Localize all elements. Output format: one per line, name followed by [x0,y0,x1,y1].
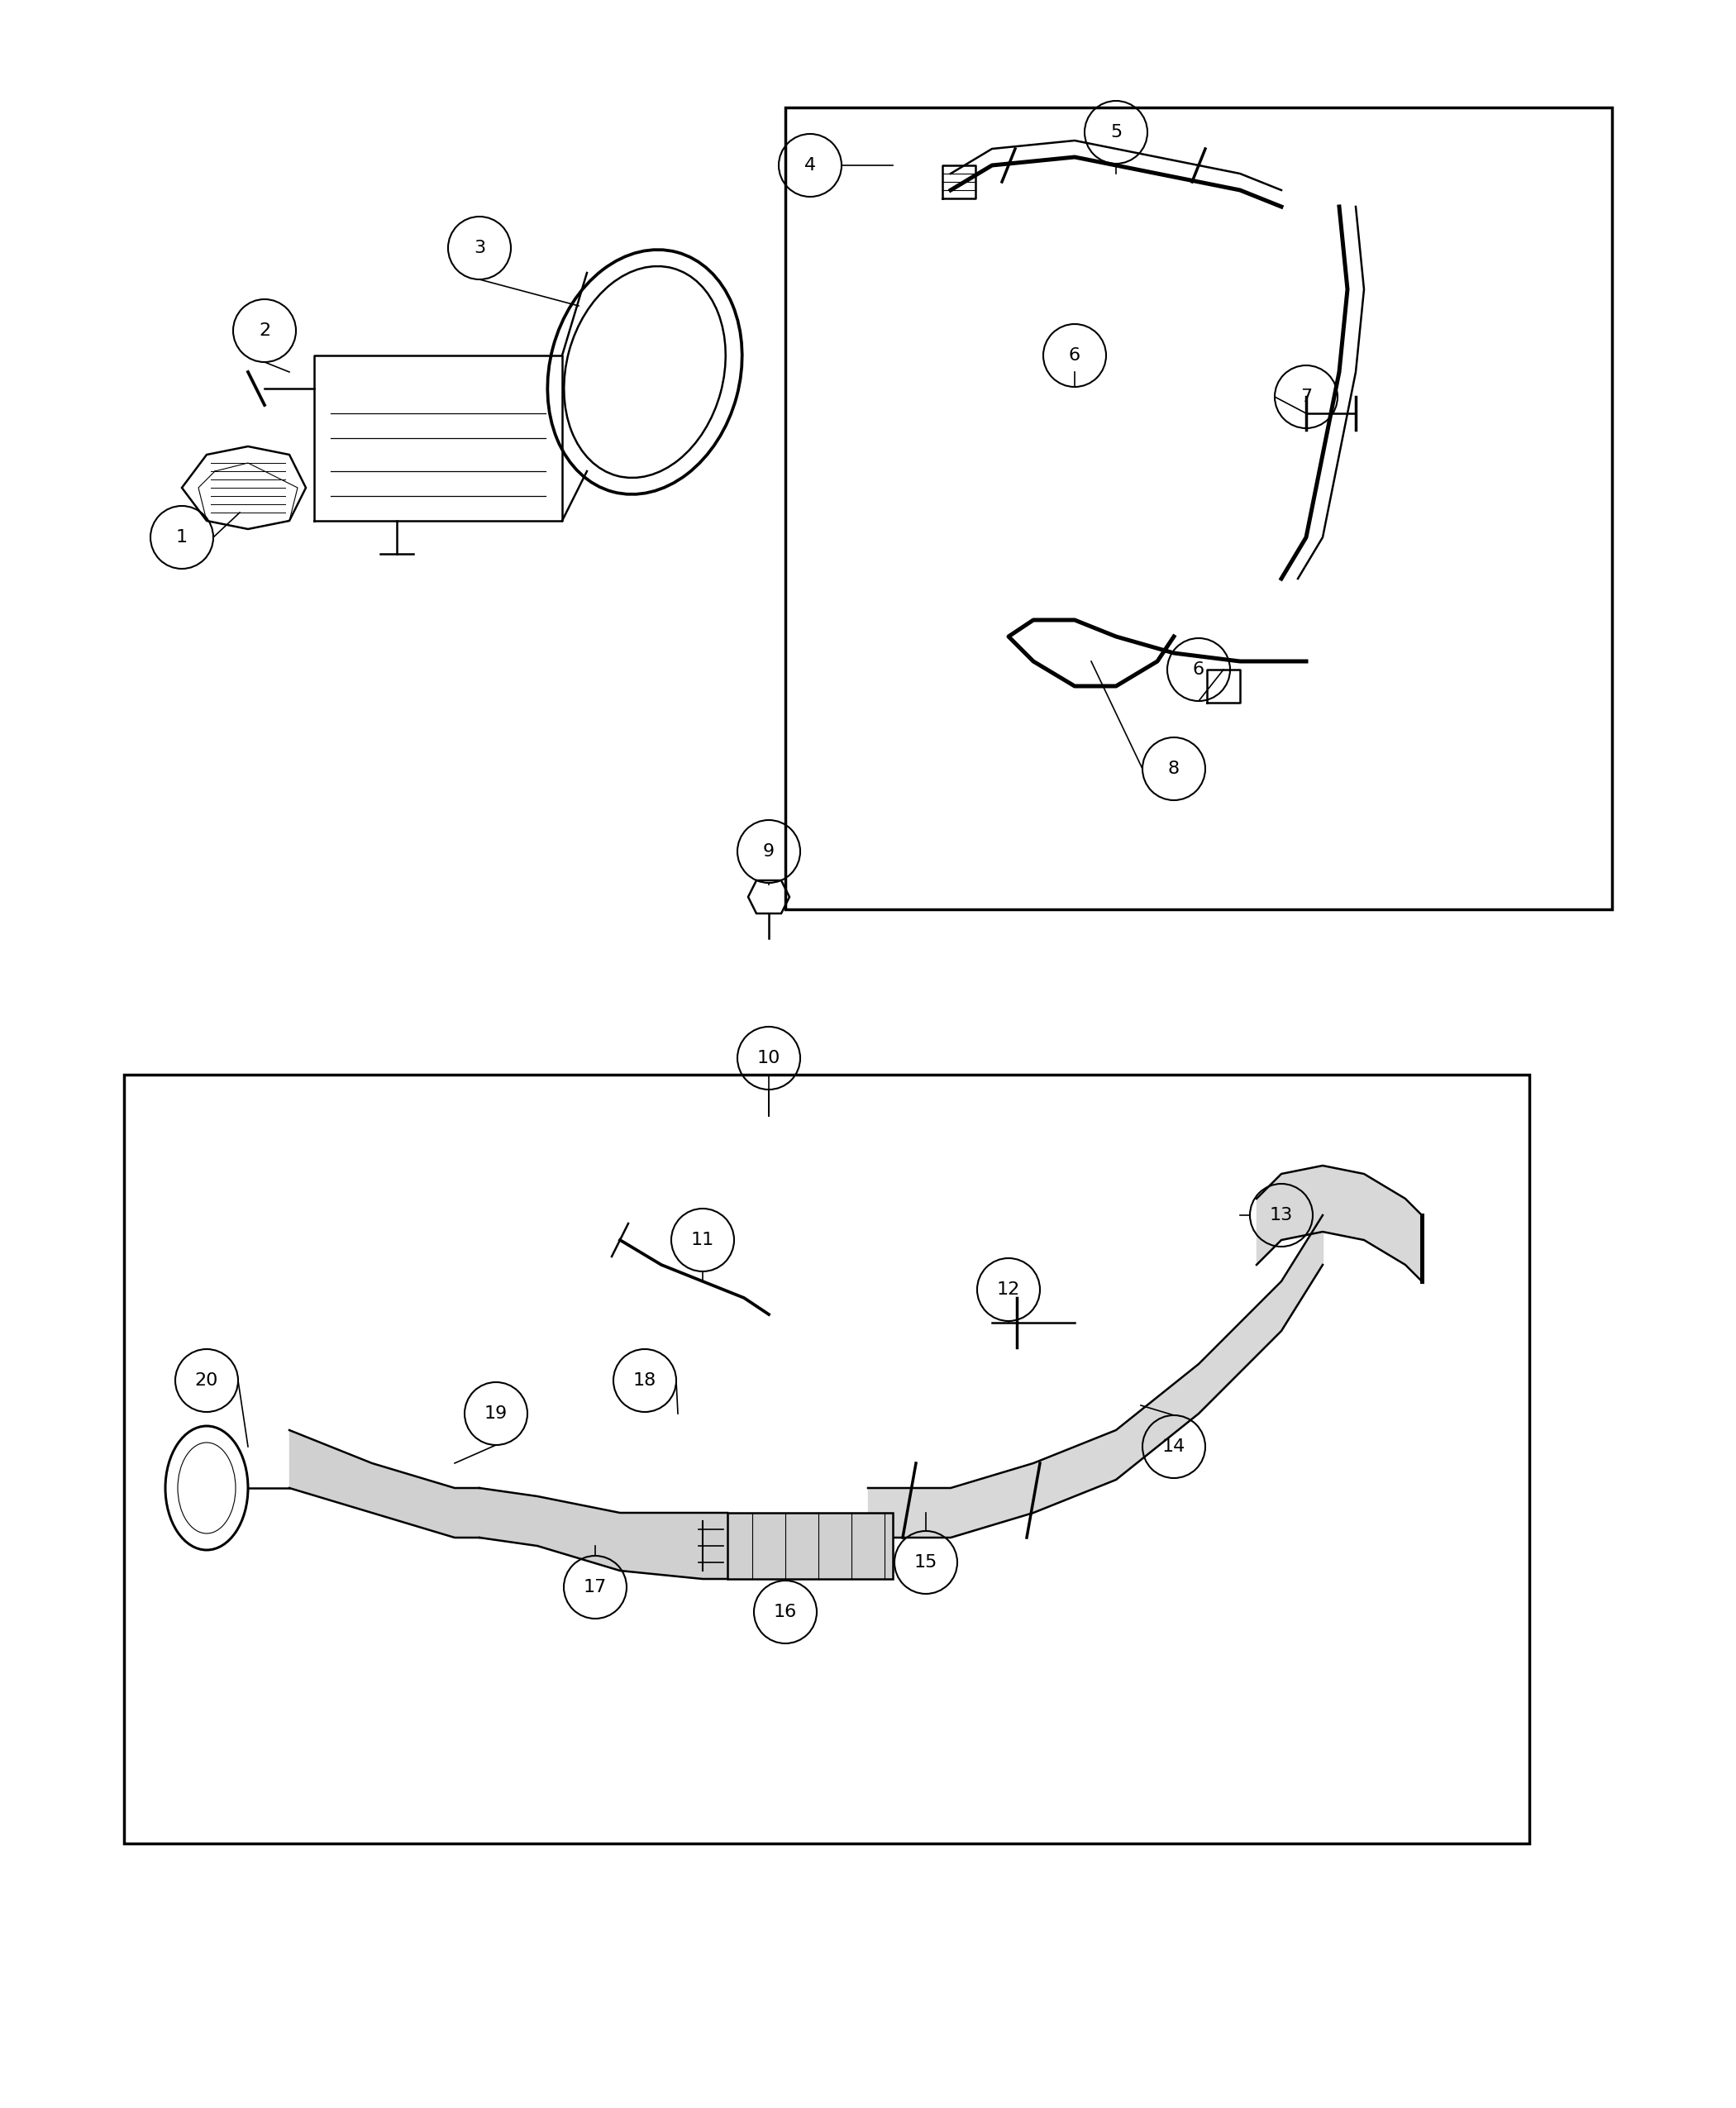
Text: 6: 6 [1193,662,1205,679]
Text: 7: 7 [1300,388,1312,405]
Text: 20: 20 [194,1372,219,1389]
Text: 17: 17 [583,1579,608,1596]
Text: 13: 13 [1269,1208,1293,1223]
Text: 11: 11 [691,1231,713,1248]
Text: 12: 12 [996,1282,1021,1299]
Text: 9: 9 [762,843,774,860]
Text: 3: 3 [474,240,486,257]
Text: 14: 14 [1161,1438,1186,1455]
Text: 5: 5 [1109,124,1121,141]
Bar [785,108,1613,909]
Text: 10: 10 [757,1050,781,1067]
Text: 8: 8 [1168,761,1180,778]
Text: 15: 15 [915,1554,937,1570]
Text: 19: 19 [484,1406,507,1423]
Text: 18: 18 [634,1372,656,1389]
Text: 6: 6 [1069,348,1080,365]
Text: 16: 16 [774,1604,797,1621]
Bar [727,1514,892,1579]
Text: 2: 2 [259,323,271,339]
Text: 4: 4 [804,158,816,173]
Bar [123,1075,1529,1844]
Text: 1: 1 [175,529,187,546]
